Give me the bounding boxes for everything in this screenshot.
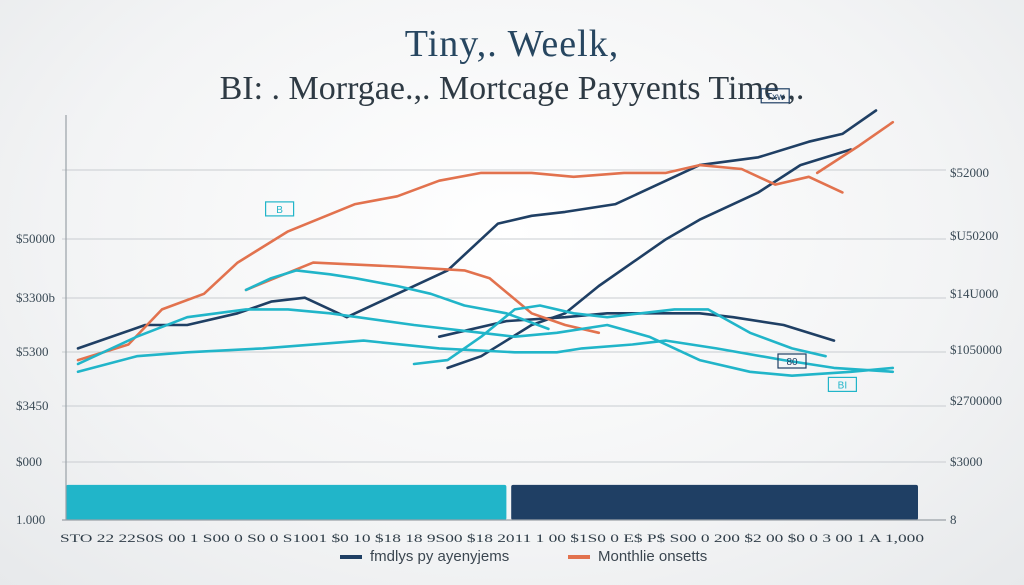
legend-item-series-1: fmdlys py ayenyjems	[340, 548, 509, 565]
y-right-tick-label: $2700000	[950, 393, 1002, 408]
annotation-box	[760, 88, 790, 104]
y-left-tick-label: $5300	[16, 344, 49, 359]
y-right-tick-label: $1050000	[950, 342, 1002, 357]
y-left-tick-label: $3450	[16, 398, 49, 413]
y-left-tick-label: $000	[16, 454, 42, 469]
annotation-tag: Txw	[760, 88, 790, 104]
annotation-tag: 80	[777, 353, 807, 369]
legend-label-series-1: fmdlys py ayenyjems	[370, 548, 510, 565]
annotation-label: BI	[838, 380, 847, 391]
y-axis-left-ticks: $50000 $3300b $5300 $3450 $000 1.000	[16, 231, 55, 527]
series-line-3	[437, 311, 836, 342]
legend: fmdlys py ayenyjems Monthlie onsetts	[0, 548, 1024, 572]
y-right-tick-label: $14U000	[950, 286, 998, 301]
y-left-tick-label: 1.000	[16, 512, 45, 527]
series-line-1	[76, 109, 878, 350]
annotation-tag: BI	[827, 376, 858, 392]
y-right-tick-label: 8	[950, 512, 957, 527]
series-layer	[76, 109, 895, 378]
series-line-4	[76, 163, 844, 362]
gridlines	[62, 169, 946, 463]
annotation-label: 80	[786, 357, 798, 368]
y-right-tick-label: $U50200	[950, 228, 998, 243]
annotation-layer: Txw B 80 BI	[265, 88, 858, 392]
y-right-tick-label: $52000	[950, 165, 989, 180]
y-right-tick-label: $3000	[950, 454, 983, 469]
annotation-box	[827, 376, 858, 392]
y-left-tick-label: $3300b	[16, 290, 55, 305]
legend-swatch-navy	[340, 554, 362, 559]
series-line-10	[244, 269, 550, 331]
annotation-label: B	[276, 205, 283, 216]
chart-title-line2: BI: . Morrgae.,. Mortcage Payyents Time.…	[219, 70, 805, 107]
series-line-6	[815, 120, 895, 175]
annotation-label: Txw	[766, 92, 785, 103]
y-left-tick-label: $50000	[16, 231, 55, 246]
series-line-5	[244, 261, 601, 335]
annotation-tag: B	[265, 201, 295, 217]
legend-item-series-2: Monthlie onsetts	[568, 548, 707, 565]
bar-left	[66, 484, 507, 520]
legend-swatch-orange	[568, 554, 590, 559]
x-tick-labels: STO 22 22S0S 00 1 S00 0 S0 0 S1001 $0 10…	[60, 531, 924, 545]
bar-layer	[66, 484, 918, 520]
series-line-7	[76, 308, 895, 378]
legend-label-series-2: Monthlie onsetts	[598, 548, 708, 565]
bar-right	[511, 484, 918, 520]
annotation-box	[265, 201, 295, 217]
y-axis-right-ticks: $52000 $U50200 $14U000 $1050000 $2700000 $300…	[950, 165, 1002, 527]
series-line-8	[76, 339, 895, 374]
chart-title-line1: Tiny,. Weelk,	[404, 23, 620, 65]
series-line-9	[412, 304, 827, 366]
annotation-box	[777, 353, 807, 369]
